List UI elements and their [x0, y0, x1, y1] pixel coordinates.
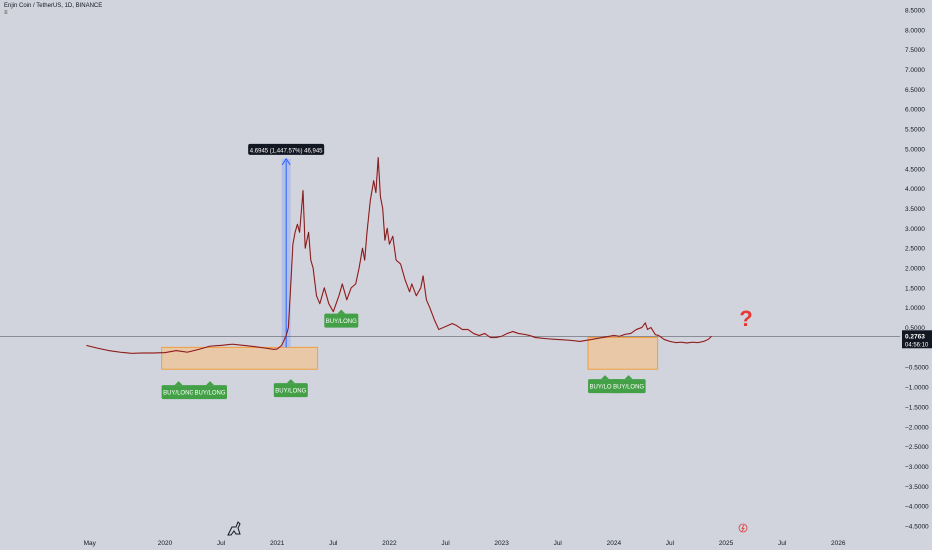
x-tick-label: 2022	[382, 540, 397, 547]
y-tick-label: 5.5000	[905, 127, 925, 134]
zone-box-1	[161, 346, 319, 370]
y-tick-label: 1.0000	[905, 305, 925, 312]
logo-icon	[227, 521, 241, 536]
y-tick-label: 7.0000	[905, 67, 925, 74]
y-tick-label: −2.0000	[905, 424, 929, 431]
buy-tag-pointer	[624, 375, 633, 380]
buy-tag-label: BUY/LONG	[275, 389, 306, 395]
x-tick-label: Jul	[666, 540, 675, 547]
chart-header: Enjin Coin / TetherUS, 1D, BINANCE ≡	[4, 3, 102, 17]
y-tick-label: −1.5000	[905, 404, 929, 411]
y-tick-label: 8.5000	[905, 7, 925, 14]
price-label-value: 0.2763	[905, 333, 925, 340]
buy-tag-4: BUY/LONG	[324, 309, 359, 328]
x-tick-label: Jul	[441, 540, 450, 547]
y-tick-label: −4.0000	[905, 504, 929, 511]
buy-tag-label: BUY/LONG	[613, 385, 644, 391]
buy-tag-3: BUY/LONG	[273, 379, 308, 398]
price-series-line	[86, 157, 712, 354]
measure-label: 4.6945 (1,447.57%) 46,945	[250, 148, 323, 154]
y-tick-label: −1.0000	[905, 385, 929, 392]
y-tick-label: −3.5000	[905, 484, 929, 491]
buy-tag-box	[611, 379, 646, 394]
x-tick-label: 2021	[270, 540, 285, 547]
symbol-title: Enjin Coin / TetherUS, 1D, BINANCE	[4, 3, 103, 9]
buy-tag-pointer	[601, 375, 610, 380]
x-tick-label: Jul	[554, 540, 563, 547]
buy-tag-label: BUY/LONG	[163, 391, 194, 397]
buy-tag-label: BUY/LONG	[326, 319, 357, 325]
y-tick-label: −4.5000	[905, 524, 929, 531]
buy-tag-pointer	[206, 381, 215, 386]
x-tick-label: 2026	[831, 540, 846, 547]
buy-tag-pointer	[286, 379, 295, 384]
y-tick-label: 6.0000	[905, 107, 925, 114]
y-tick-label: 4.5000	[905, 166, 925, 173]
menu-icon[interactable]: ≡	[4, 10, 8, 16]
buy-tag-label: BUY/LONG	[195, 391, 226, 397]
decorations: ?	[227, 306, 753, 536]
current-price-label: 0.2763 04:56:10	[902, 330, 932, 349]
y-tick-label: 5.0000	[905, 146, 925, 153]
x-tick-label: Jul	[778, 540, 787, 547]
x-tick-label: 2025	[719, 540, 734, 547]
y-tick-label: 7.5000	[905, 47, 925, 54]
x-axis: May 2020 Jul 2021 Jul 2022 Jul 2023 Jul 2024 Jul 20…	[84, 540, 846, 547]
price-series-overlay	[86, 157, 712, 354]
x-tick-label: Jul	[329, 540, 338, 547]
buy-tag-box	[193, 385, 228, 400]
x-tick-label: Jul	[217, 540, 226, 547]
measure-label-bg	[248, 143, 325, 155]
buy-tag-pointer	[337, 309, 346, 314]
buy-tag-2: BUY/LONG	[193, 381, 228, 400]
y-tick-label: −3.0000	[905, 464, 929, 471]
y-tick-label: 3.5000	[905, 206, 925, 213]
measure-tool: 4.6945 (1,447.57%) 46,945	[248, 143, 325, 348]
lightning-icon	[738, 523, 748, 533]
buy-tag-pointer	[174, 381, 183, 386]
buy-tag-label: BUY/LONG	[590, 385, 621, 391]
y-tick-label: −0.5000	[905, 365, 929, 372]
x-tick-label: 2023	[494, 540, 509, 547]
x-tick-label: 2024	[607, 540, 622, 547]
buy-tag-box	[161, 385, 196, 400]
y-axis: 8.5000 8.0000 7.5000 7.0000 6.5000 6.0000 5.50…	[905, 7, 929, 530]
x-tick-label: May	[84, 540, 97, 547]
y-tick-label: 1.5000	[905, 285, 925, 292]
y-tick-label: 4.0000	[905, 186, 925, 193]
y-tick-label: 0.5000	[905, 325, 925, 332]
zone-box-2	[587, 336, 659, 370]
buy-tag-box	[273, 383, 308, 398]
measure-arrow-head	[281, 157, 291, 166]
price-label-bg	[902, 330, 932, 349]
buy-tag-6: BUY/LONG	[611, 375, 646, 394]
accumulation-zones	[161, 336, 659, 370]
y-tick-label: 2.5000	[905, 246, 925, 253]
y-tick-label: 3.0000	[905, 226, 925, 233]
x-tick-label: 2020	[158, 540, 173, 547]
buy-tag-1: BUY/LONG	[161, 381, 196, 400]
buy-tag-box	[324, 313, 359, 328]
y-tick-label: 2.0000	[905, 266, 925, 273]
price-label-countdown: 04:56:10	[905, 342, 929, 348]
question-mark: ?	[739, 306, 752, 331]
buy-tags: BUY/LONG BUY/LONG BUY/LONGBUY/LONGBUY/LONG…	[161, 309, 646, 400]
y-tick-label: 8.0000	[905, 27, 925, 34]
y-tick-label: 6.5000	[905, 87, 925, 94]
lightning-bolt-icon	[741, 524, 745, 532]
y-tick-label: −2.5000	[905, 444, 929, 451]
